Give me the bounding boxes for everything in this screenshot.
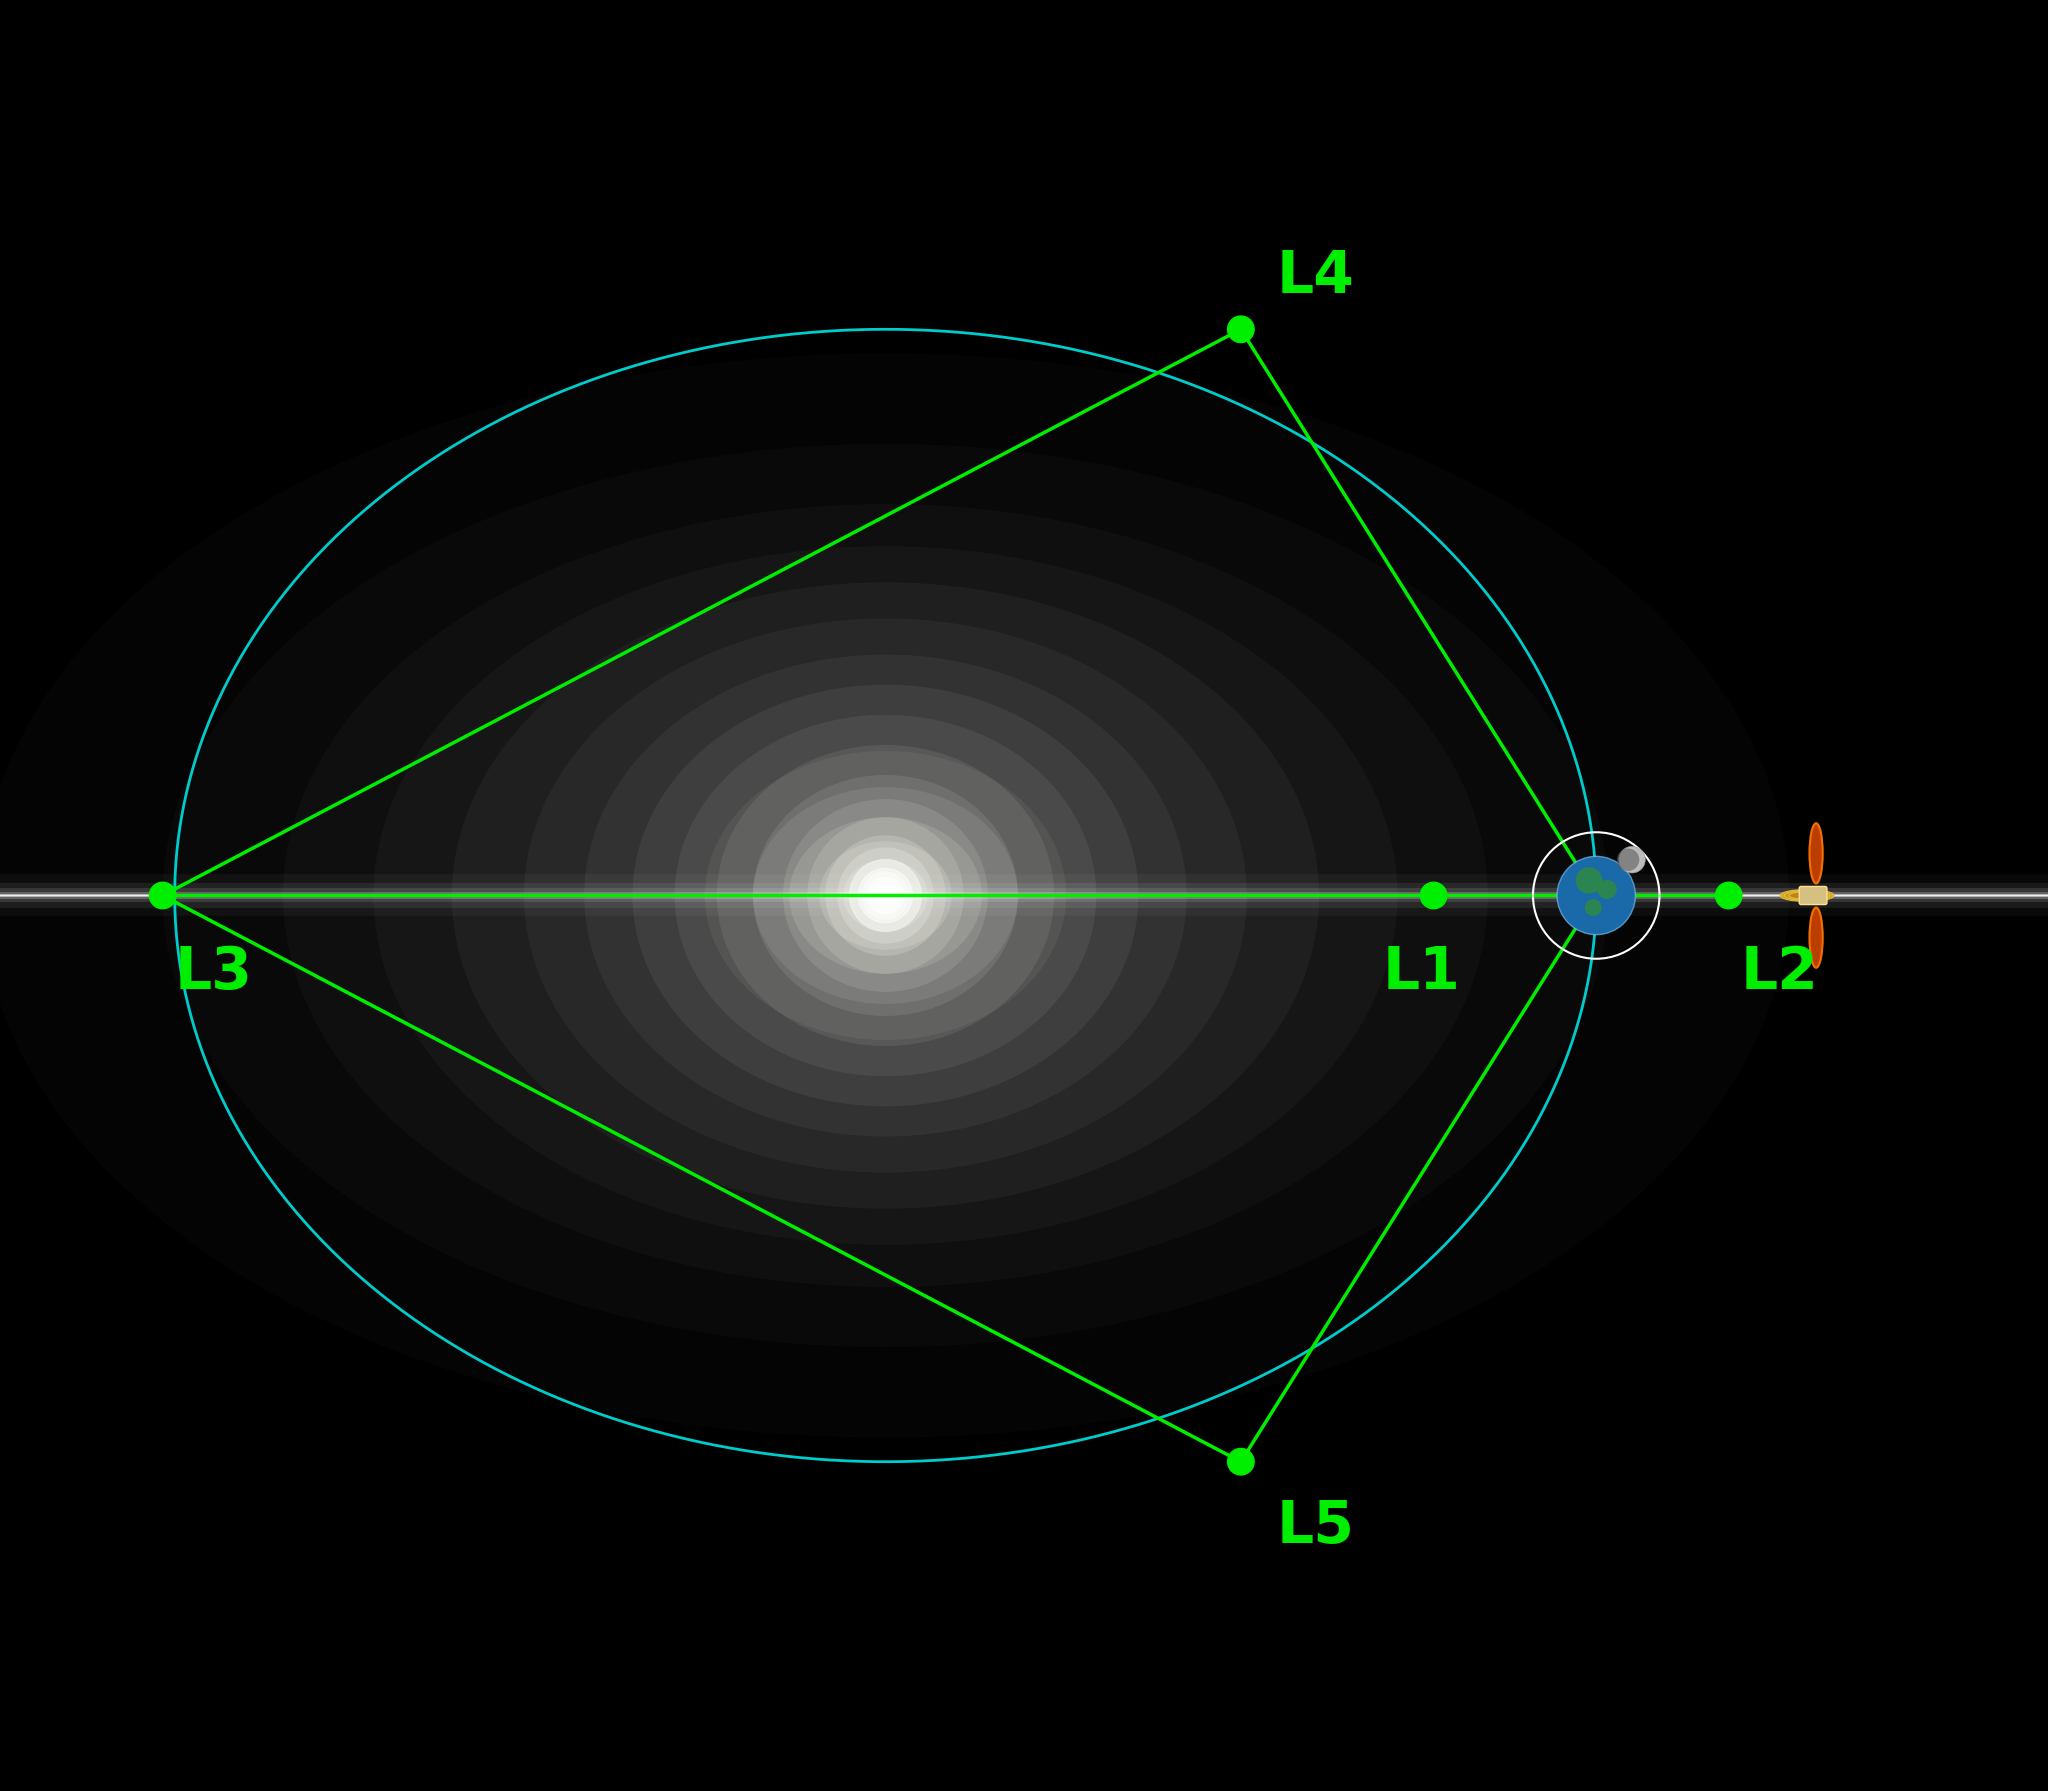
Text: L5: L5 (1278, 1497, 1356, 1555)
Ellipse shape (1810, 824, 1823, 883)
Ellipse shape (674, 715, 1096, 1076)
Ellipse shape (838, 847, 934, 944)
Circle shape (874, 885, 897, 906)
Circle shape (1421, 883, 1446, 908)
Circle shape (1227, 1449, 1253, 1476)
Ellipse shape (754, 786, 1018, 1005)
Ellipse shape (705, 750, 1067, 1041)
Ellipse shape (862, 872, 909, 919)
Ellipse shape (1784, 890, 1829, 901)
Text: L4: L4 (1278, 249, 1356, 304)
Ellipse shape (584, 654, 1186, 1137)
Ellipse shape (877, 887, 895, 904)
Text: L3: L3 (174, 944, 252, 1001)
Circle shape (1227, 315, 1253, 342)
Circle shape (150, 883, 176, 908)
Text: L2: L2 (1741, 944, 1819, 1001)
Ellipse shape (844, 860, 928, 931)
Circle shape (1597, 879, 1616, 899)
Ellipse shape (1790, 892, 1825, 899)
Ellipse shape (819, 842, 952, 949)
Ellipse shape (788, 817, 981, 974)
Circle shape (850, 860, 922, 931)
Circle shape (1716, 883, 1743, 908)
Ellipse shape (850, 860, 922, 931)
Circle shape (1618, 847, 1645, 872)
Circle shape (1575, 867, 1602, 894)
Ellipse shape (717, 745, 1055, 1046)
FancyBboxPatch shape (1800, 887, 1827, 904)
Ellipse shape (1780, 890, 1835, 901)
Ellipse shape (807, 817, 965, 974)
Ellipse shape (754, 776, 1018, 1015)
Circle shape (1556, 856, 1636, 935)
Text: L1: L1 (1382, 944, 1460, 1001)
Circle shape (858, 869, 913, 922)
Ellipse shape (1810, 908, 1823, 967)
Circle shape (881, 890, 891, 901)
Ellipse shape (633, 684, 1139, 1107)
Circle shape (868, 878, 903, 913)
Ellipse shape (825, 835, 946, 956)
Ellipse shape (870, 881, 901, 910)
Circle shape (1585, 899, 1602, 915)
Ellipse shape (782, 799, 987, 992)
Circle shape (1616, 849, 1638, 870)
